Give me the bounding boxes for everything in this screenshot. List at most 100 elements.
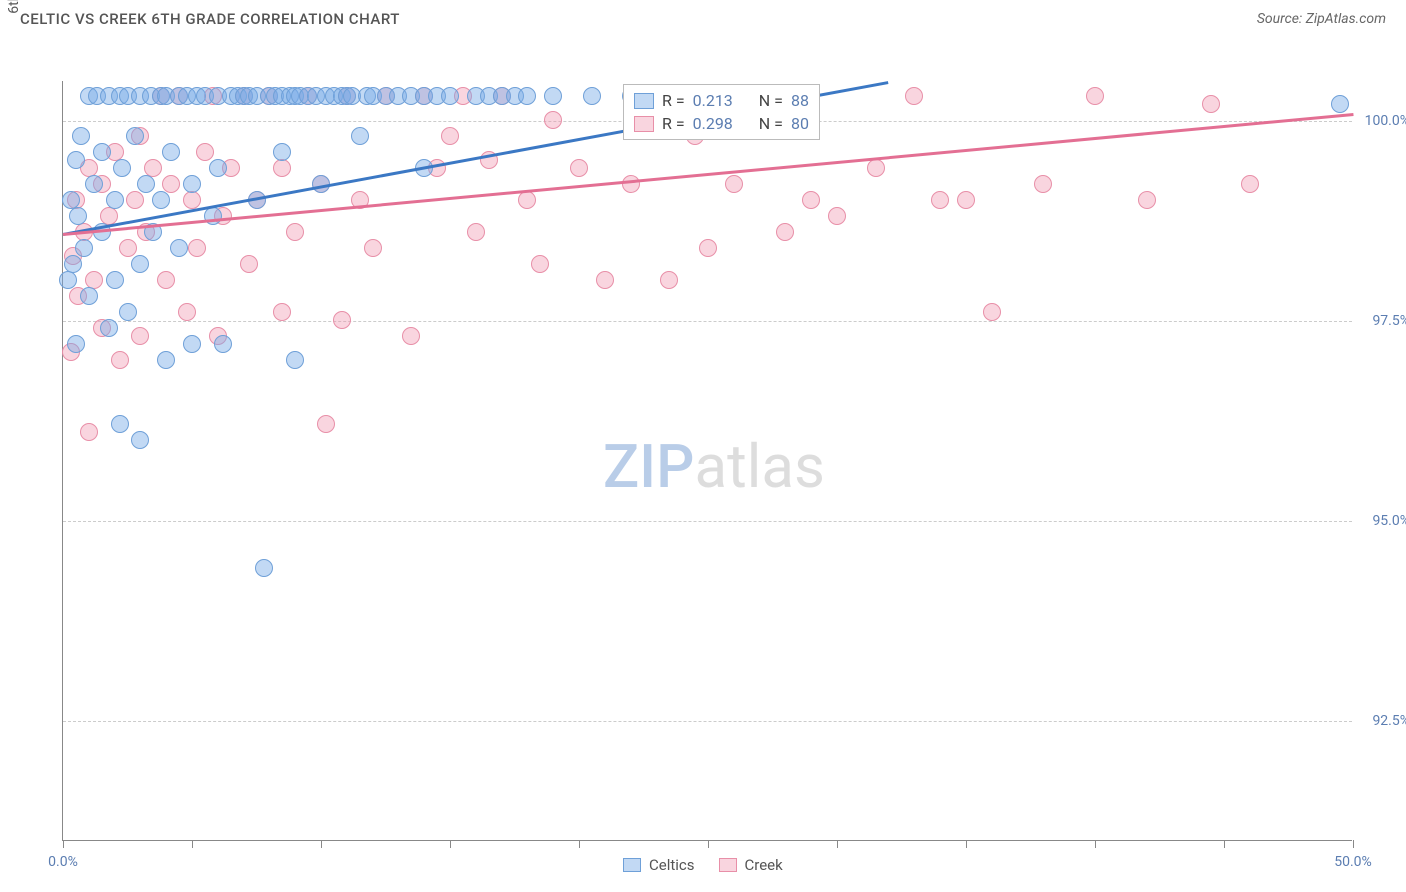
celtics-point <box>59 271 77 289</box>
creek-point <box>1086 87 1104 105</box>
legend-r-value: 0.213 <box>693 91 733 110</box>
legend-item-celtics: Celtics <box>623 856 695 874</box>
chart-title: CELTIC VS CREEK 6TH GRADE CORRELATION CH… <box>20 10 400 28</box>
celtics-legend-swatch <box>623 858 641 872</box>
celtics-point <box>209 159 227 177</box>
celtics-point <box>85 175 103 193</box>
gridline <box>63 521 1352 522</box>
creek-point <box>867 159 885 177</box>
creek-point <box>333 311 351 329</box>
celtics-point <box>131 431 149 449</box>
celtics-swatch <box>634 93 654 109</box>
creek-legend-swatch <box>719 858 737 872</box>
creek-point <box>983 303 1001 321</box>
creek-point <box>286 223 304 241</box>
creek-point <box>570 159 588 177</box>
creek-point <box>402 327 420 345</box>
x-tick <box>192 840 193 848</box>
creek-point <box>725 175 743 193</box>
creek-point <box>622 175 640 193</box>
x-tick <box>1353 840 1354 848</box>
y-tick-label: 95.0% <box>1372 513 1406 529</box>
creek-swatch <box>634 116 654 132</box>
celtics-point <box>67 151 85 169</box>
celtics-point <box>157 351 175 369</box>
x-tick <box>1095 840 1096 848</box>
celtics-point <box>131 255 149 273</box>
celtics-point <box>544 87 562 105</box>
celtics-point <box>137 175 155 193</box>
celtics-point <box>204 207 222 225</box>
celtics-point <box>183 335 201 353</box>
creek-point <box>467 223 485 241</box>
creek-point <box>776 223 794 241</box>
creek-point <box>157 271 175 289</box>
x-tick <box>837 840 838 848</box>
legend-n-value: 80 <box>791 114 809 133</box>
celtics-point <box>75 239 93 257</box>
creek-point <box>162 175 180 193</box>
creek-point <box>364 239 382 257</box>
creek-point <box>1138 191 1156 209</box>
creek-point <box>1241 175 1259 193</box>
x-tick-label: 0.0% <box>48 854 78 870</box>
creek-point <box>596 271 614 289</box>
creek-point <box>518 191 536 209</box>
celtics-point <box>69 207 87 225</box>
celtics-point <box>441 87 459 105</box>
creek-point <box>1202 95 1220 113</box>
legend-r-label: R = <box>662 91 685 110</box>
creek-point <box>660 271 678 289</box>
y-tick-label: 100.0% <box>1365 113 1406 129</box>
celtics-point <box>351 127 369 145</box>
creek-legend-label: Creek <box>745 856 783 874</box>
creek-point <box>80 423 98 441</box>
legend-n-label: N = <box>759 114 783 133</box>
celtics-point <box>170 239 188 257</box>
x-tick <box>321 840 322 848</box>
legend-item-creek: Creek <box>719 856 783 874</box>
celtics-point <box>64 255 82 273</box>
creek-point <box>178 303 196 321</box>
legend-r-value: 0.298 <box>693 114 733 133</box>
creek-point <box>441 127 459 145</box>
legend-n-label: N = <box>759 91 783 110</box>
plot-area: 92.5%95.0%97.5%100.0%0.0%50.0%ZIPatlasR … <box>62 81 1352 841</box>
celtics-point <box>106 191 124 209</box>
creek-point <box>273 159 291 177</box>
creek-point <box>273 303 291 321</box>
celtics-point <box>1331 95 1349 113</box>
celtics-point <box>93 143 111 161</box>
celtics-point <box>126 127 144 145</box>
legend-row-celtics: R =0.213N =88 <box>634 89 809 112</box>
celtics-point <box>183 175 201 193</box>
creek-point <box>531 255 549 273</box>
gridline <box>63 321 1352 322</box>
celtics-point <box>286 351 304 369</box>
celtics-point <box>255 559 273 577</box>
x-tick <box>708 840 709 848</box>
creek-point <box>699 239 717 257</box>
celtics-point <box>273 143 291 161</box>
celtics-point <box>119 303 137 321</box>
legend-r-label: R = <box>662 114 685 133</box>
celtics-point <box>106 271 124 289</box>
celtics-point <box>518 87 536 105</box>
x-tick <box>966 840 967 848</box>
creek-point <box>957 191 975 209</box>
correlation-legend: R =0.213N =88R =0.298N =80 <box>623 84 820 140</box>
celtics-point <box>113 159 131 177</box>
creek-point <box>828 207 846 225</box>
celtics-point <box>100 319 118 337</box>
celtics-point <box>583 87 601 105</box>
celtics-point <box>111 415 129 433</box>
creek-point <box>1034 175 1052 193</box>
y-tick-label: 97.5% <box>1372 313 1406 329</box>
creek-point <box>183 191 201 209</box>
creek-point <box>111 351 129 369</box>
x-tick <box>579 840 580 848</box>
creek-point <box>802 191 820 209</box>
creek-point <box>240 255 258 273</box>
celtics-legend-label: Celtics <box>649 856 695 874</box>
creek-point <box>119 239 137 257</box>
